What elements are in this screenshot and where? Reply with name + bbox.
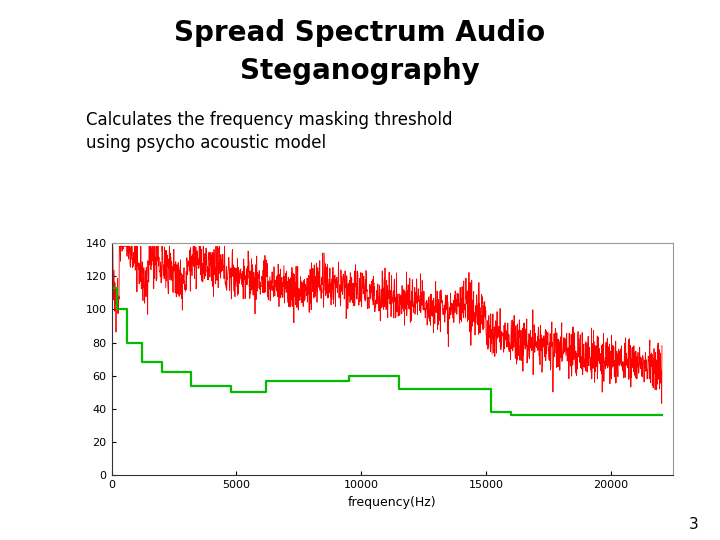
Text: Steganography: Steganography (240, 57, 480, 85)
Text: Spread Spectrum Audio: Spread Spectrum Audio (174, 19, 546, 47)
X-axis label: frequency(Hz): frequency(Hz) (348, 496, 437, 509)
Text: Calculates the frequency masking threshold
using psycho acoustic model: Calculates the frequency masking thresho… (86, 111, 453, 152)
Text: 3: 3 (688, 517, 698, 532)
